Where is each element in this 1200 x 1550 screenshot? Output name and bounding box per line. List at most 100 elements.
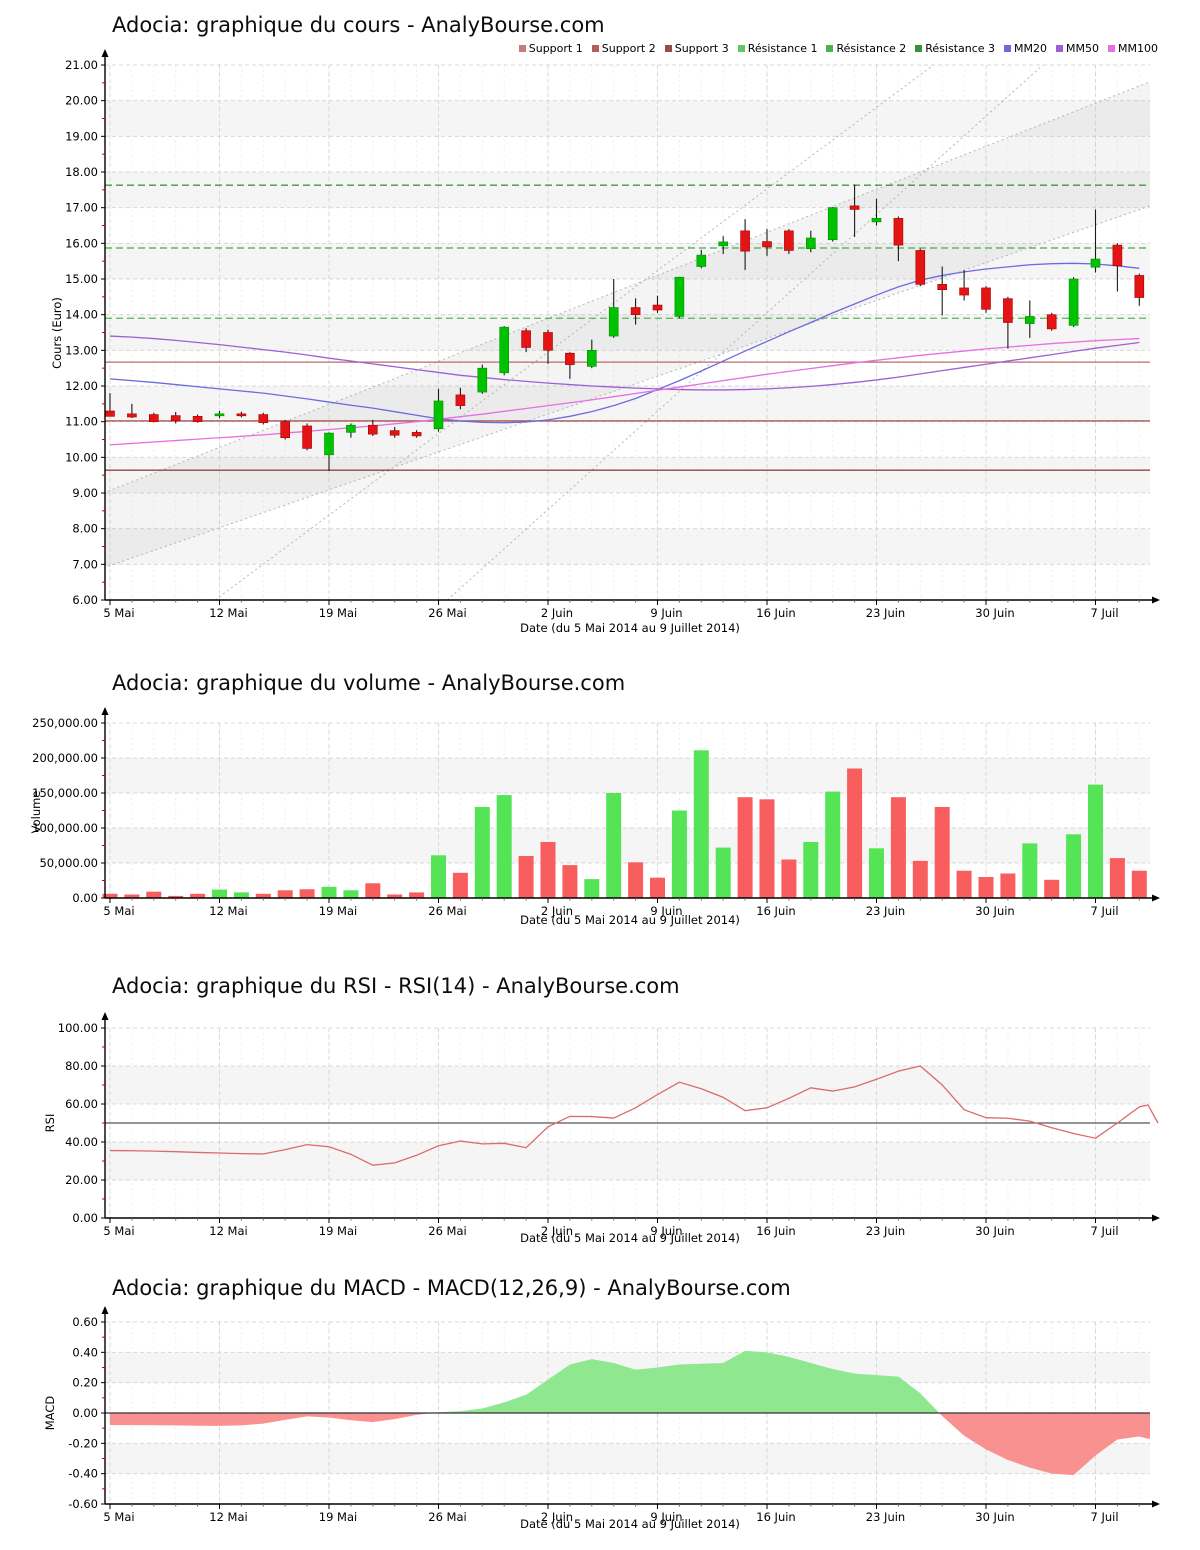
volume-grid — [105, 722, 1150, 898]
cours-x-axis-title: Date (du 5 Mai 2014 au 9 Juillet 2014) — [520, 621, 740, 635]
legend-item-résistance-2: Résistance 2 — [826, 42, 906, 55]
volume-bar — [474, 807, 490, 898]
svg-text:19 Mai: 19 Mai — [319, 1510, 357, 1524]
svg-text:0.00: 0.00 — [72, 1211, 98, 1225]
candle — [1046, 314, 1057, 330]
candle — [762, 241, 772, 248]
volume-bar — [496, 795, 512, 898]
legend-label: Support 1 — [528, 42, 583, 55]
legend-swatch — [518, 45, 526, 52]
volume-bar — [825, 791, 841, 898]
rsi-x-axis-title: Date (du 5 Mai 2014 au 9 Juillet 2014) — [520, 1231, 740, 1245]
candle — [105, 410, 115, 417]
legend-label: MM50 — [1066, 42, 1100, 55]
legend-item-support-3: Support 3 — [664, 42, 729, 55]
legend-item-résistance-3: Résistance 3 — [915, 42, 995, 55]
svg-text:19 Mai: 19 Mai — [319, 904, 357, 918]
candle — [433, 400, 444, 430]
legend-label: Résistance 1 — [747, 42, 818, 55]
svg-text:9 Juin: 9 Juin — [650, 1510, 682, 1524]
volume-bar — [803, 842, 819, 898]
volume-bar — [452, 872, 468, 898]
cours-grid — [105, 64, 1150, 600]
trend-line-channel-lower — [105, 205, 1150, 568]
candle — [280, 421, 291, 439]
candle — [827, 207, 838, 241]
legend-swatch — [591, 45, 599, 52]
volume-bar — [1131, 870, 1147, 898]
macd-x-axis-title: Date (du 5 Mai 2014 au 9 Juillet 2014) — [520, 1517, 740, 1531]
svg-text:12 Mai: 12 Mai — [209, 1510, 247, 1524]
svg-text:100.00: 100.00 — [58, 1021, 98, 1035]
candle — [236, 413, 247, 417]
legend-swatch — [915, 45, 923, 52]
svg-text:19.00: 19.00 — [65, 129, 98, 143]
candle — [937, 284, 948, 291]
legend-label: Résistance 2 — [836, 42, 907, 55]
svg-text:-0.20: -0.20 — [68, 1436, 98, 1450]
rsi-chart: 0.00 20.00 40.00 60.00 80.00 100.00 5 Mai 12 Ma… — [58, 1012, 1160, 1238]
svg-text:23 Juin: 23 Juin — [866, 1510, 905, 1524]
svg-text:50,000.00: 50,000.00 — [39, 856, 98, 870]
cours-y-axis-title: Cours (Euro) — [50, 297, 64, 369]
svg-text:26 Mai: 26 Mai — [428, 904, 466, 918]
volume-bar — [584, 879, 600, 898]
volume-bar — [869, 848, 884, 898]
svg-text:16 Juin: 16 Juin — [756, 606, 795, 620]
svg-text:11.00: 11.00 — [65, 415, 98, 429]
svg-text:26 Mai: 26 Mai — [428, 1224, 466, 1238]
volume-bar — [562, 865, 578, 898]
svg-text:16 Juin: 16 Juin — [756, 1224, 795, 1238]
candle — [718, 241, 729, 247]
svg-text:2 Juin: 2 Juin — [541, 904, 573, 918]
svg-text:7.00: 7.00 — [72, 557, 98, 571]
candle — [630, 307, 641, 315]
svg-text:7 Juil: 7 Juil — [1090, 1510, 1118, 1524]
legend-item-mm50: MM50 — [1056, 42, 1099, 55]
volume-bar — [1022, 843, 1038, 898]
legend-item-support-2: Support 2 — [591, 42, 656, 55]
svg-text:10.00: 10.00 — [65, 450, 98, 464]
svg-text:5 Mai: 5 Mai — [103, 1224, 134, 1238]
svg-text:9 Juin: 9 Juin — [650, 1224, 682, 1238]
ma-line-MM50 — [109, 335, 1140, 391]
candle — [1025, 316, 1035, 324]
svg-text:2 Juin: 2 Juin — [541, 1510, 573, 1524]
volume-bar — [737, 797, 753, 898]
volume-bar — [715, 847, 731, 898]
candle — [586, 350, 597, 367]
svg-text:20.00: 20.00 — [65, 1173, 98, 1187]
candle — [981, 287, 991, 310]
candle — [674, 276, 685, 317]
svg-text:5 Mai: 5 Mai — [103, 1510, 134, 1524]
legend-swatch — [1004, 45, 1012, 52]
volume-bar — [124, 894, 140, 898]
svg-text:7 Juil: 7 Juil — [1090, 904, 1118, 918]
candle — [608, 307, 619, 337]
svg-text:19 Mai: 19 Mai — [319, 1224, 357, 1238]
volume-bar — [343, 890, 359, 898]
rsi-y-axis-title: RSI — [43, 1113, 57, 1133]
volume-bar — [321, 886, 337, 898]
candle — [784, 230, 794, 251]
candle — [411, 432, 422, 437]
candle — [521, 330, 531, 348]
svg-text:7 Juil: 7 Juil — [1090, 606, 1118, 620]
legend-label: MM100 — [1118, 42, 1158, 55]
candle — [367, 424, 378, 435]
legend-swatch — [1108, 45, 1116, 52]
volume-bar — [890, 797, 906, 898]
svg-text:23 Juin: 23 Juin — [866, 1224, 905, 1238]
volume-bar — [693, 750, 709, 898]
volume-bars — [102, 750, 1147, 898]
volume-bar — [365, 883, 381, 898]
svg-text:0.20: 0.20 — [72, 1376, 98, 1390]
candle — [1112, 244, 1123, 267]
svg-text:9 Juin: 9 Juin — [650, 904, 682, 918]
svg-text:-0.60: -0.60 — [68, 1497, 98, 1511]
svg-text:150,000.00: 150,000.00 — [32, 786, 98, 800]
volume-bar — [540, 842, 556, 898]
legend-swatch — [737, 45, 745, 52]
candle — [346, 424, 356, 433]
